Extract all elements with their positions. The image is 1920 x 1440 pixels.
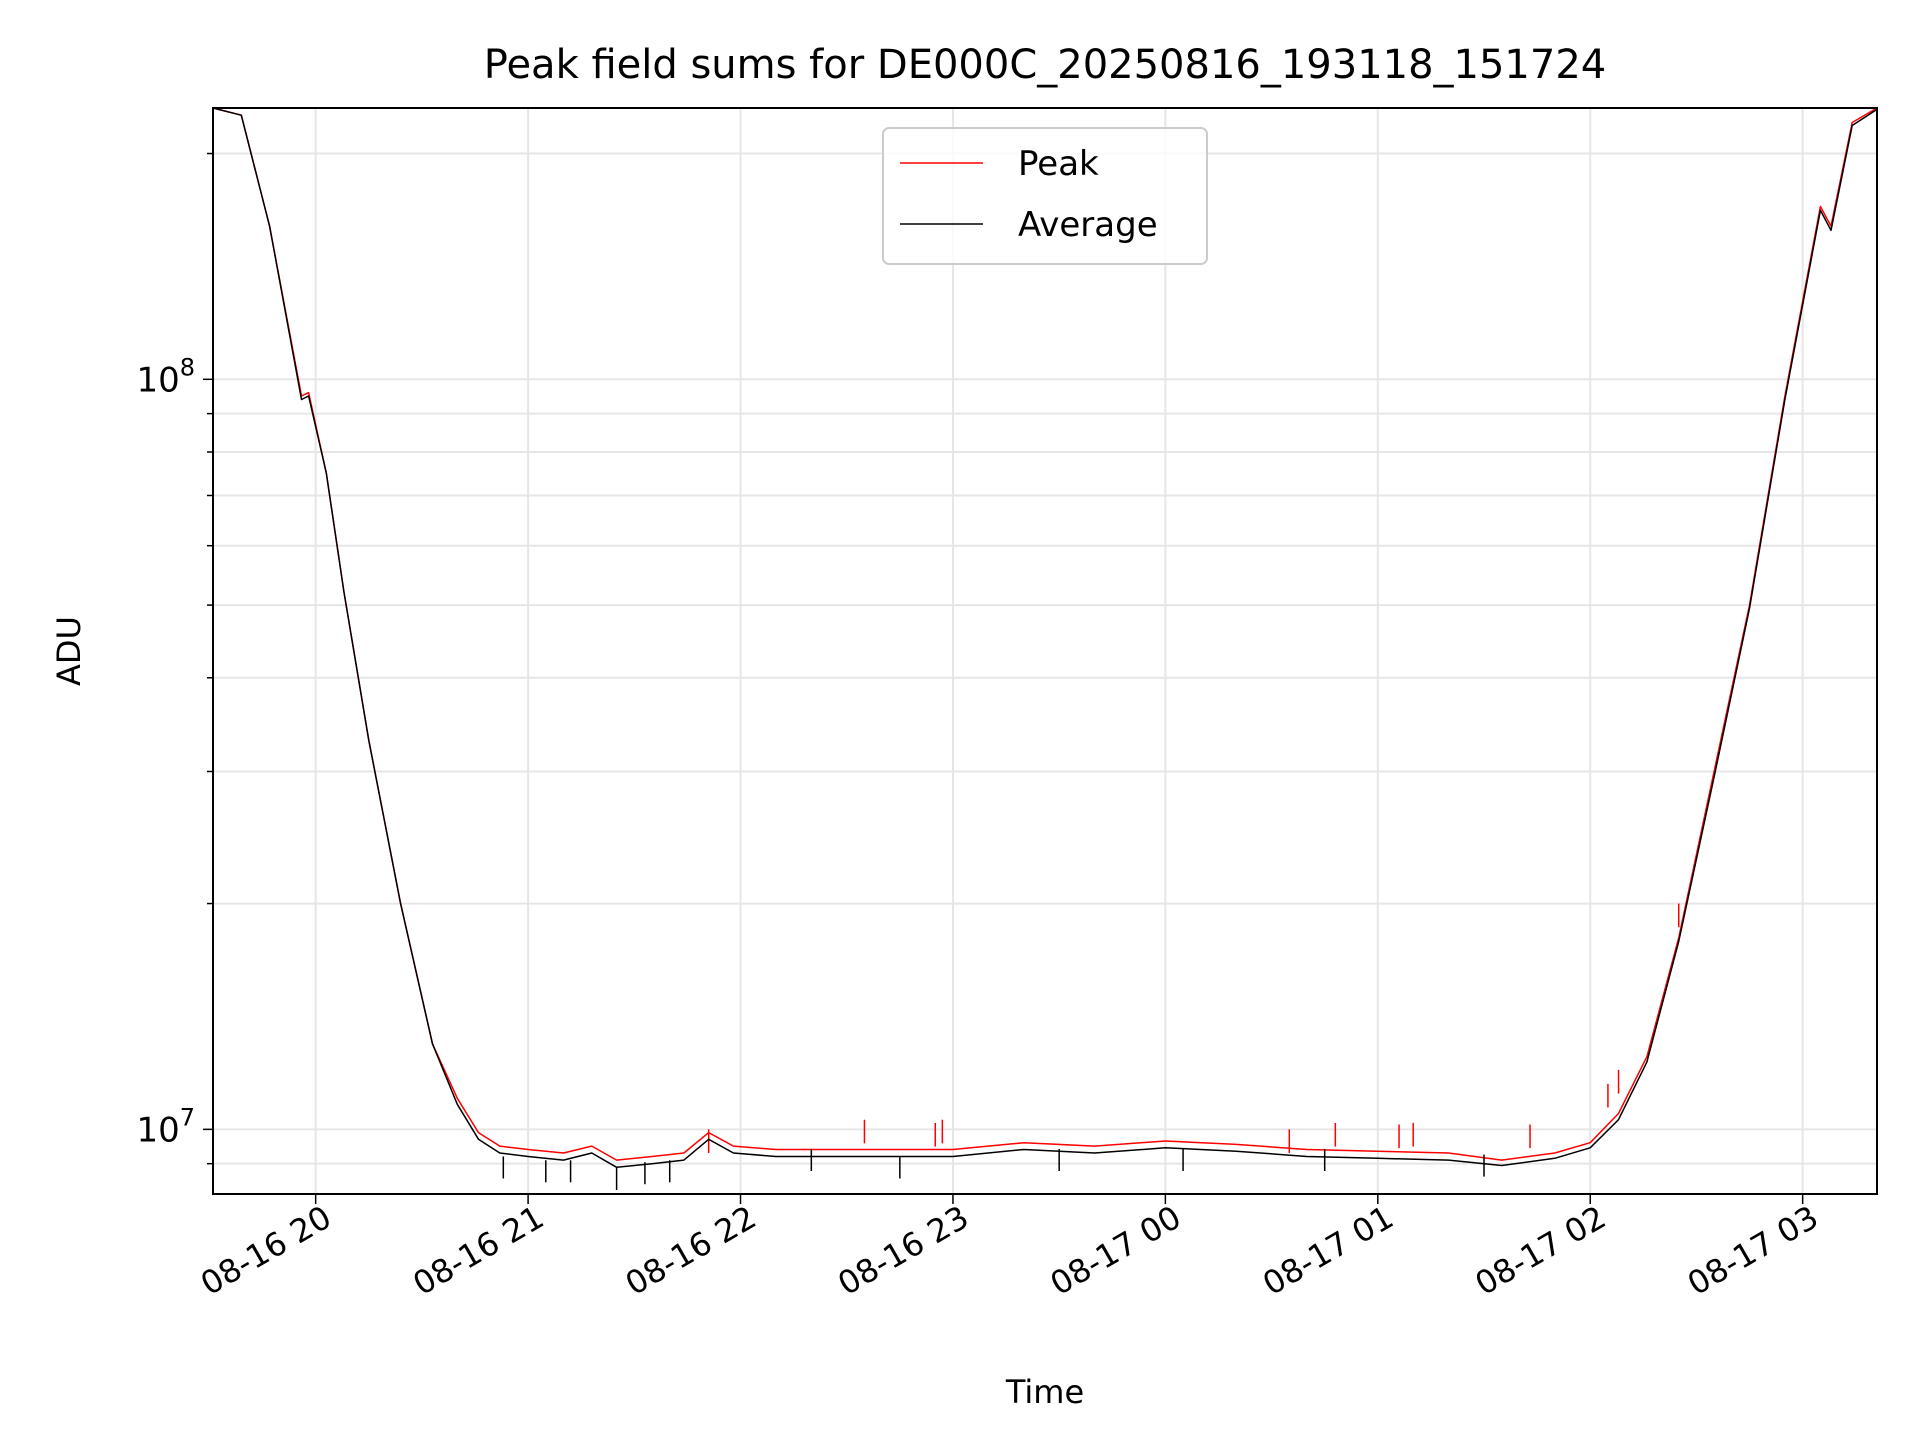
chart-title: Peak field sums for DE000C_20250816_1931… — [484, 42, 1606, 88]
legend-box — [882, 127, 1208, 265]
legend-average-label: Average — [1018, 205, 1158, 245]
legend-peak-label: Peak — [1018, 144, 1099, 184]
plot-series — [212, 107, 1878, 1191]
legend: Peak Average — [882, 127, 1208, 265]
grid — [213, 108, 1877, 1194]
series-line-average — [212, 107, 1878, 1169]
y-axis-label: ADU — [50, 616, 88, 686]
x-axis-label: Time — [1005, 1373, 1084, 1411]
y-tick-label: 108 — [136, 353, 195, 400]
y-tick-label: 107 — [136, 1103, 195, 1150]
plot-frame — [212, 107, 1878, 1195]
